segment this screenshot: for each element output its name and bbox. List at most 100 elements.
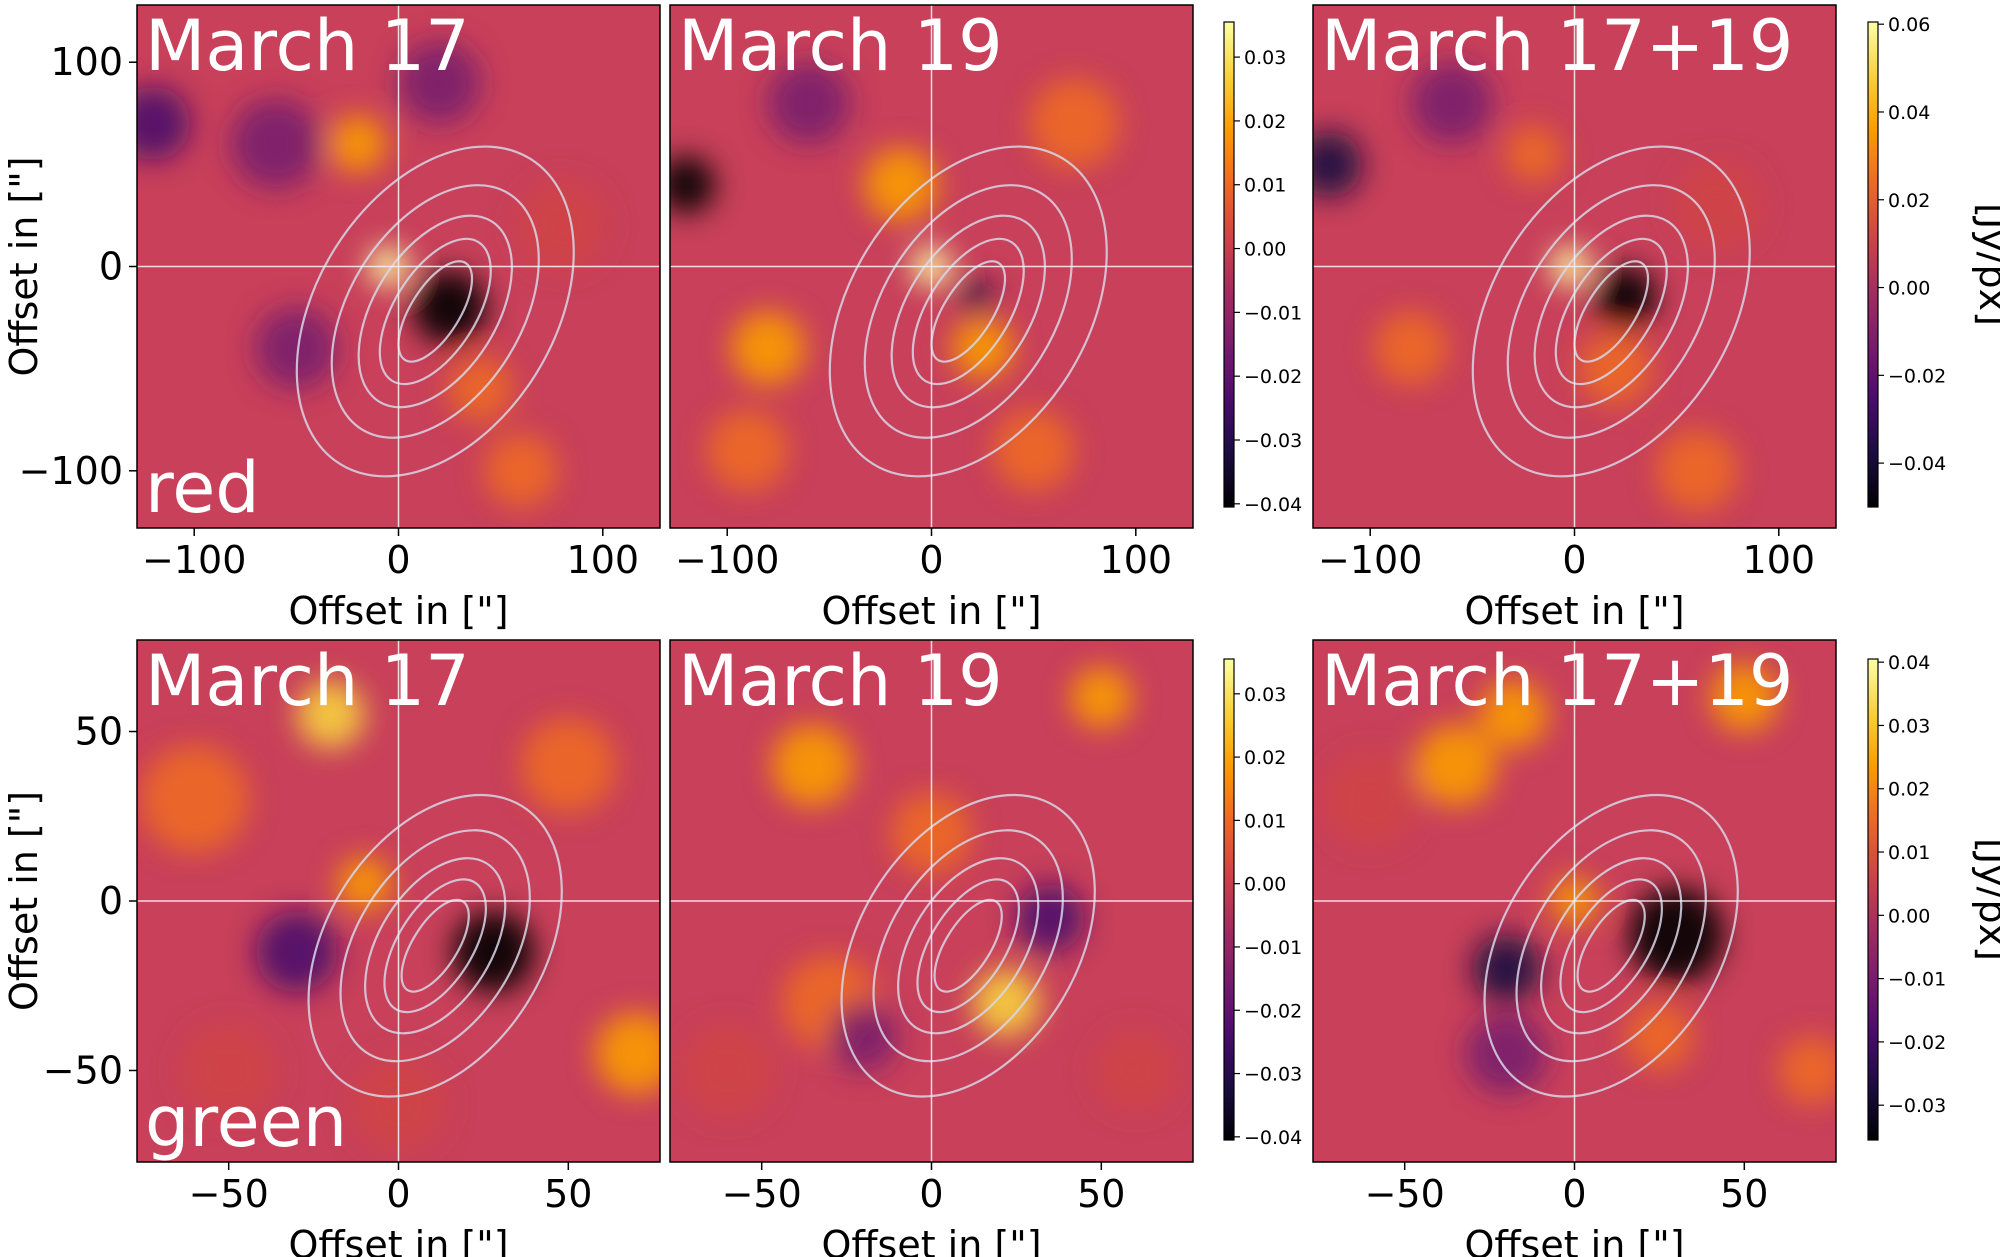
colorbar-tick-label: 0.06 bbox=[1888, 14, 1930, 36]
heatmap-blob-2 bbox=[1070, 667, 1132, 729]
colorbar-tick-label: 0.02 bbox=[1244, 111, 1286, 133]
y-axis-label: Offset in ["] bbox=[2, 791, 46, 1011]
heatmap-blob-5 bbox=[140, 744, 250, 854]
contour-level-4 bbox=[307, 793, 563, 1098]
x-tick-label: 0 bbox=[386, 1172, 410, 1216]
y-tick-label: 100 bbox=[50, 40, 123, 84]
colorbar-tick-label: 0.01 bbox=[1244, 175, 1286, 197]
x-tick-label: −100 bbox=[1318, 538, 1422, 582]
contour-level-1 bbox=[916, 878, 1020, 1014]
colorbar-tick-label: −0.03 bbox=[1244, 430, 1302, 452]
panel-title: March 19 bbox=[678, 5, 1003, 87]
panel-title: March 17 bbox=[145, 5, 470, 87]
contour-level-2 bbox=[357, 214, 513, 409]
x-tick-label: 0 bbox=[919, 1172, 943, 1216]
x-tick-label: 0 bbox=[1562, 1172, 1586, 1216]
heatmap-blob-5 bbox=[829, 1002, 898, 1071]
panel-green-0: March 17 −50 0 50 Offset in ["] −50 0 50 Offset … bbox=[2, 639, 661, 1257]
colorbar-gradient bbox=[1223, 658, 1235, 1141]
colorbar-tick-label: −0.04 bbox=[1244, 1127, 1302, 1149]
panel-green-1: March 19 −50 0 50 Offset in ["] bbox=[669, 639, 1194, 1257]
row-label: green bbox=[145, 1081, 347, 1163]
heatmap-blob-4 bbox=[595, 1012, 660, 1095]
heatmap-blob-2 bbox=[337, 856, 392, 912]
contour-level-3 bbox=[872, 829, 1064, 1063]
contour-level-0 bbox=[1573, 260, 1650, 363]
colorbar-tick-label: 0.04 bbox=[1888, 102, 1930, 124]
contour-level-0 bbox=[397, 260, 474, 363]
heatmap-blob-5 bbox=[1374, 311, 1448, 385]
contour-level-4 bbox=[1471, 145, 1751, 478]
x-axis-label: Offset in ["] bbox=[821, 589, 1041, 633]
colorbar-tick-label: 0.00 bbox=[1244, 874, 1286, 896]
heatmap-blob-6 bbox=[1029, 78, 1120, 169]
heatmap-blob-6 bbox=[520, 717, 616, 813]
colorbar-tick-label: 0.03 bbox=[1244, 684, 1286, 706]
heatmap-blob-2 bbox=[329, 115, 387, 173]
y-axis-label: Offset in ["] bbox=[2, 156, 46, 376]
panel-title: March 19 bbox=[678, 640, 1003, 722]
y-tick-label: −100 bbox=[19, 449, 123, 493]
x-tick-label: 100 bbox=[1100, 538, 1173, 582]
heatmap-blob-8 bbox=[992, 409, 1075, 492]
colorbar-label: [Jy/px] bbox=[1971, 203, 2000, 326]
row-label: red bbox=[145, 447, 260, 529]
heatmap-blob-1 bbox=[412, 270, 487, 345]
heatmap-blob-8 bbox=[680, 1022, 776, 1119]
colorbar-tick-label: −0.02 bbox=[1244, 366, 1302, 388]
colorbar-tick-label: −0.02 bbox=[1888, 365, 1946, 387]
heatmap-blob-6 bbox=[516, 180, 607, 271]
heatmap-blob-4 bbox=[1465, 1012, 1548, 1095]
colorbar-tick-label: 0.01 bbox=[1244, 810, 1286, 832]
panel-red-1: March 19 −100 0 100 Offset in ["] bbox=[669, 4, 1194, 633]
contour-level-0 bbox=[930, 260, 1007, 363]
colorbar-tick-label: 0.00 bbox=[1244, 239, 1286, 261]
heatmap-blob-9 bbox=[484, 434, 558, 508]
heatmap-blob-1 bbox=[1414, 724, 1497, 807]
heatmap-blob-6 bbox=[1710, 663, 1779, 732]
panel-red-2: March 17+19 −100 0 100 Offset in ["] bbox=[1312, 4, 1837, 633]
heatmap-blob-3 bbox=[137, 86, 191, 161]
heatmap-blob-0 bbox=[972, 968, 1041, 1037]
x-axis-label: Offset in ["] bbox=[288, 1223, 508, 1257]
contour-level-2 bbox=[364, 857, 507, 1035]
heatmap-blob-4 bbox=[230, 98, 321, 189]
heatmap-blob-7 bbox=[1778, 1036, 1836, 1105]
heatmap-blob-3 bbox=[1472, 934, 1541, 1003]
heatmap-blob-7 bbox=[255, 307, 338, 390]
panel-title: March 17+19 bbox=[1321, 640, 1793, 722]
x-tick-label: 100 bbox=[1743, 538, 1816, 582]
x-tick-label: −50 bbox=[722, 1172, 802, 1216]
colorbar-tick-label: 0.01 bbox=[1888, 842, 1930, 864]
contour-level-4 bbox=[828, 145, 1108, 478]
heatmap-blob-7 bbox=[1672, 160, 1763, 251]
contour-level-1 bbox=[1559, 878, 1663, 1014]
heatmap-blob-8 bbox=[181, 1022, 277, 1119]
heatmap-blob-8 bbox=[1323, 751, 1419, 847]
x-tick-label: 100 bbox=[567, 538, 640, 582]
colorbar-red-1: 0.06 0.04 0.02 0.00 −0.02 −0.04 [Jy/px] bbox=[1867, 14, 2000, 508]
x-tick-label: 0 bbox=[386, 538, 410, 582]
x-tick-label: 50 bbox=[544, 1172, 592, 1216]
heatmap-blob-3 bbox=[1505, 125, 1563, 183]
heatmap-blob-2 bbox=[1313, 131, 1363, 198]
heatmap-blob-3 bbox=[255, 911, 338, 993]
x-tick-label: −100 bbox=[675, 538, 779, 582]
colorbar-green-1: 0.04 0.03 0.02 0.01 0.00 −0.01 −0.02 −0.03 [Jy/p… bbox=[1867, 652, 2000, 1141]
x-tick-label: 50 bbox=[1077, 1172, 1125, 1216]
colorbar-tick-label: 0.03 bbox=[1888, 715, 1930, 737]
x-tick-label: 0 bbox=[919, 538, 943, 582]
colorbar-tick-label: 0.00 bbox=[1888, 278, 1930, 300]
heatmap-blob-3 bbox=[1016, 883, 1085, 952]
heatmap-blob-1 bbox=[1594, 266, 1657, 328]
contour-level-1 bbox=[383, 878, 487, 1014]
colorbar-tick-label: 0.04 bbox=[1888, 652, 1930, 674]
x-axis-label: Offset in ["] bbox=[1464, 1223, 1684, 1257]
contour-overlay bbox=[295, 145, 575, 478]
heatmap-blob-7 bbox=[768, 62, 850, 144]
x-tick-label: −50 bbox=[1365, 1172, 1445, 1216]
colorbar-tick-label: −0.03 bbox=[1244, 1064, 1302, 1086]
colorbar-label: [Jy/px] bbox=[1971, 838, 2000, 961]
heatmap-blob-0 bbox=[296, 680, 365, 749]
